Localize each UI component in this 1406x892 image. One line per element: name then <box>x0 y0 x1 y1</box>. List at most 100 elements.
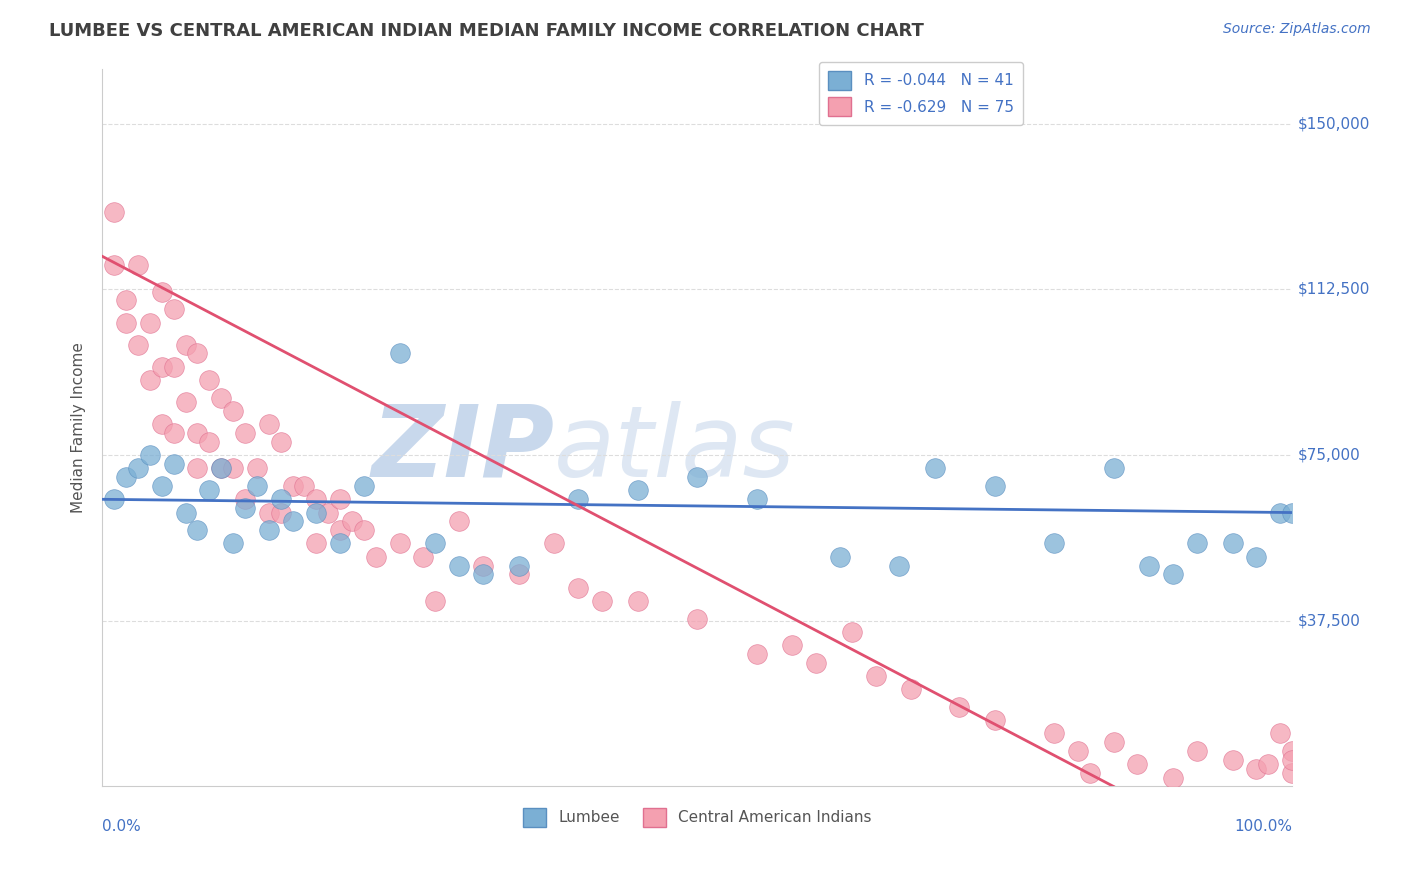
Point <box>841 624 863 639</box>
Point <box>305 536 328 550</box>
Point <box>1246 762 1268 776</box>
Point <box>449 515 471 529</box>
Point <box>233 425 256 440</box>
Point <box>865 669 887 683</box>
Text: 100.0%: 100.0% <box>1234 819 1292 834</box>
Point <box>246 461 269 475</box>
Text: $37,500: $37,500 <box>1298 614 1361 628</box>
Point <box>150 359 173 374</box>
Point <box>115 316 138 330</box>
Point <box>281 515 304 529</box>
Point <box>1102 461 1125 475</box>
Point <box>198 373 221 387</box>
Point <box>1161 567 1184 582</box>
Point <box>425 594 447 608</box>
Point <box>1126 757 1149 772</box>
Point <box>162 425 184 440</box>
Point <box>186 346 208 360</box>
Point <box>1246 549 1268 564</box>
Point <box>127 337 149 351</box>
Point <box>305 492 328 507</box>
Point <box>233 501 256 516</box>
Point <box>924 461 946 475</box>
Point <box>162 302 184 317</box>
Point <box>270 434 292 449</box>
Point <box>294 479 316 493</box>
Point <box>472 567 495 582</box>
Text: ZIP: ZIP <box>371 401 554 498</box>
Point <box>1043 726 1066 740</box>
Point <box>591 594 613 608</box>
Point <box>686 611 709 625</box>
Point <box>627 483 650 498</box>
Point <box>257 506 280 520</box>
Point <box>1078 766 1101 780</box>
Point <box>449 558 471 573</box>
Point <box>1185 536 1208 550</box>
Text: Source: ZipAtlas.com: Source: ZipAtlas.com <box>1223 22 1371 37</box>
Point <box>1185 744 1208 758</box>
Point <box>305 506 328 520</box>
Point <box>329 536 352 550</box>
Point <box>1043 536 1066 550</box>
Point <box>257 417 280 432</box>
Point <box>270 506 292 520</box>
Point <box>257 523 280 537</box>
Point <box>103 492 125 507</box>
Text: $75,000: $75,000 <box>1298 448 1361 463</box>
Point <box>745 492 768 507</box>
Text: $112,500: $112,500 <box>1298 282 1371 297</box>
Point <box>1137 558 1160 573</box>
Text: $150,000: $150,000 <box>1298 116 1371 131</box>
Point <box>364 549 387 564</box>
Point <box>222 536 245 550</box>
Point <box>1102 735 1125 749</box>
Point <box>388 346 411 360</box>
Point <box>388 536 411 550</box>
Point <box>162 359 184 374</box>
Point <box>139 448 162 462</box>
Point <box>1161 771 1184 785</box>
Point <box>828 549 851 564</box>
Point <box>103 258 125 272</box>
Point <box>329 523 352 537</box>
Point <box>139 316 162 330</box>
Text: 0.0%: 0.0% <box>103 819 141 834</box>
Point <box>186 425 208 440</box>
Y-axis label: Median Family Income: Median Family Income <box>72 342 86 513</box>
Point <box>1281 744 1303 758</box>
Point <box>115 470 138 484</box>
Text: LUMBEE VS CENTRAL AMERICAN INDIAN MEDIAN FAMILY INCOME CORRELATION CHART: LUMBEE VS CENTRAL AMERICAN INDIAN MEDIAN… <box>49 22 924 40</box>
Point <box>1281 753 1303 767</box>
Point <box>139 373 162 387</box>
Point <box>115 293 138 308</box>
Point <box>745 647 768 661</box>
Point <box>804 656 827 670</box>
Point <box>150 285 173 299</box>
Point <box>209 461 232 475</box>
Point <box>127 258 149 272</box>
Point <box>1270 726 1292 740</box>
Point <box>472 558 495 573</box>
Point <box>353 479 375 493</box>
Point <box>127 461 149 475</box>
Point <box>1281 506 1303 520</box>
Point <box>222 461 245 475</box>
Point <box>174 337 197 351</box>
Point <box>1281 766 1303 780</box>
Point <box>1257 757 1279 772</box>
Point <box>340 515 363 529</box>
Point <box>425 536 447 550</box>
Point <box>1222 753 1244 767</box>
Point <box>782 638 804 652</box>
Point <box>543 536 565 550</box>
Point <box>233 492 256 507</box>
Point <box>1222 536 1244 550</box>
Point <box>627 594 650 608</box>
Point <box>353 523 375 537</box>
Point <box>329 492 352 507</box>
Point <box>103 205 125 219</box>
Point <box>198 434 221 449</box>
Point <box>889 558 911 573</box>
Point <box>900 682 922 697</box>
